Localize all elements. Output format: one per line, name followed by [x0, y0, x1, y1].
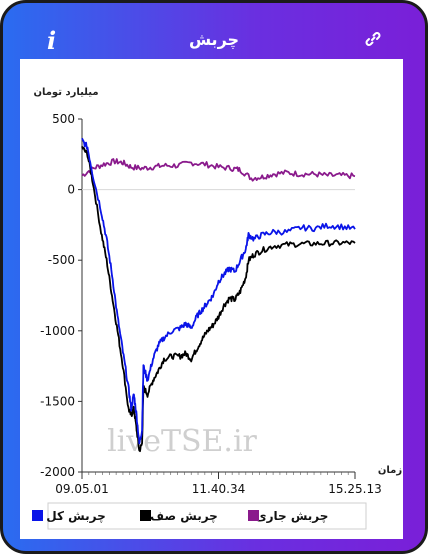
series-layer	[81, 137, 356, 453]
legend: چربش کل چربش صف چربش جاری	[32, 502, 367, 530]
legend-label: چربش کل	[46, 509, 105, 523]
y-tick-label: 0	[67, 183, 75, 197]
page-title: چربش	[188, 30, 240, 49]
y-tick-label: -500	[48, 253, 75, 267]
chart: میلیارد تومان زمان liveTSE.ir 500 0 -500 -1…	[32, 87, 402, 530]
legend-swatch	[248, 510, 259, 521]
y-tick-label: -1000	[40, 324, 75, 338]
series-line	[81, 146, 356, 453]
legend-item[interactable]: چربش صف	[140, 509, 218, 523]
y-tick-label: -1500	[40, 394, 75, 408]
legend-item[interactable]: چربش کل	[32, 509, 106, 523]
link-icon[interactable]	[365, 31, 381, 47]
header: i چربش	[3, 3, 425, 59]
legend-swatch	[32, 510, 43, 521]
legend-label: چربش جاری	[256, 509, 329, 523]
info-icon[interactable]: i	[47, 26, 57, 55]
watermark: liveTSE.ir	[107, 424, 257, 459]
legend-label: چربش صف	[150, 509, 218, 523]
axes: 500 0 -500 -1000 -1500 -2000 09.05.01 11.40.34 1…	[40, 112, 382, 496]
legend-box	[47, 502, 367, 530]
series-line	[81, 158, 356, 182]
series-line	[81, 137, 356, 445]
x-tick-label: 11.40.34	[192, 482, 245, 496]
legend-item[interactable]: چربش جاری	[248, 509, 328, 523]
chart-panel: میلیارد تومان زمان liveTSE.ir 500 0 -500 -1…	[20, 59, 403, 539]
y-axis-label: میلیارد تومان	[33, 87, 98, 98]
x-tick-label: 09.05.01	[55, 482, 108, 496]
legend-swatch	[140, 510, 151, 521]
x-tick-label: 15.25.13	[328, 482, 381, 496]
x-axis-label: زمان	[378, 465, 402, 476]
y-tick-label: 500	[52, 112, 75, 126]
y-tick-label: -2000	[40, 465, 75, 479]
